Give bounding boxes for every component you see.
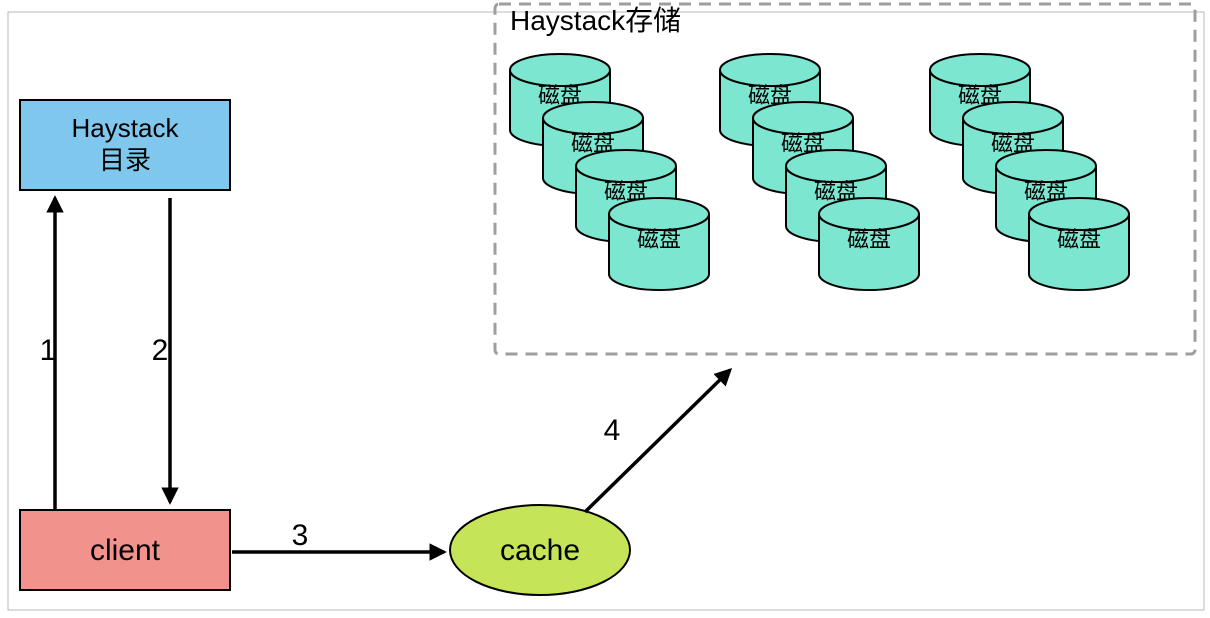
- directory-box: Haystack目录: [20, 100, 230, 190]
- edge-label-3: 3: [292, 519, 309, 552]
- disk-icon: 磁盘: [609, 198, 709, 290]
- directory-label-2: 目录: [99, 145, 151, 175]
- edge-label-1: 1: [40, 334, 57, 367]
- client-label: client: [90, 534, 161, 567]
- disk-label: 磁盘: [637, 227, 681, 252]
- cache-label: cache: [500, 534, 580, 567]
- directory-label-1: Haystack: [72, 113, 180, 143]
- disk-label: 磁盘: [1057, 227, 1101, 252]
- storage-title: Haystack存储: [510, 5, 681, 36]
- client-box: client: [20, 510, 230, 590]
- edge-label-4: 4: [604, 414, 621, 447]
- disk-icon: 磁盘: [1029, 198, 1129, 290]
- disk-icon: 磁盘: [819, 198, 919, 290]
- edge-label-2: 2: [152, 334, 169, 367]
- disk-label: 磁盘: [847, 227, 891, 252]
- cache-node: cache: [450, 505, 630, 595]
